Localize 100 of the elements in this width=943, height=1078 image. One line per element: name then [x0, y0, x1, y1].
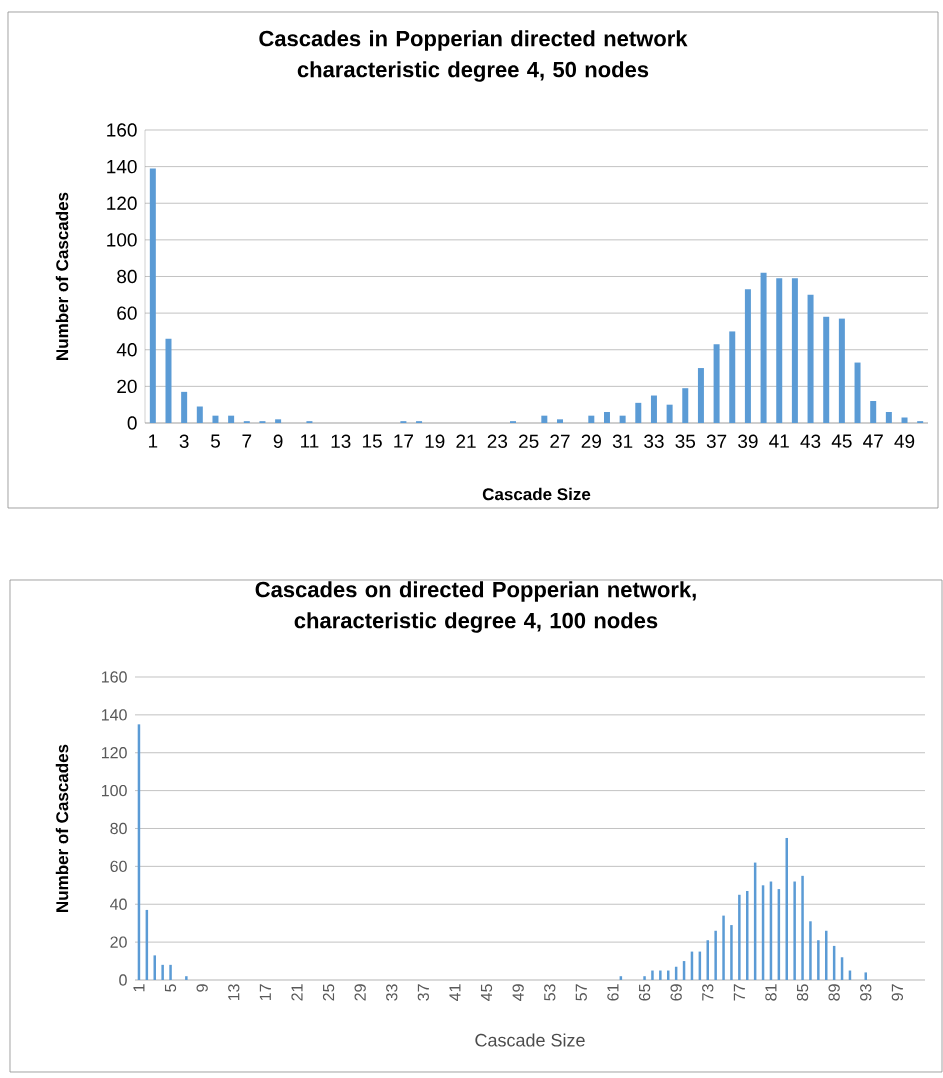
y-tick-label: 140	[107, 159, 137, 174]
bar	[809, 921, 812, 980]
x-tick-label: 33	[386, 984, 398, 1001]
bar	[807, 294, 814, 423]
x-tick-label: 73	[702, 984, 714, 1001]
y-tick-label: 80	[110, 822, 127, 835]
bar	[791, 278, 798, 423]
x-tick-label: 81	[765, 984, 777, 1001]
y-tick-label: 20	[110, 936, 127, 948]
bar	[744, 289, 751, 423]
y-tick-label: 60	[117, 306, 137, 320]
x-tick-label: 11	[301, 434, 319, 448]
x-tick-label: 25	[322, 984, 335, 1001]
x-tick-label: 3	[179, 434, 189, 448]
bar	[650, 395, 657, 423]
bar	[228, 415, 235, 423]
bar	[603, 412, 610, 423]
x-tick-label: 19	[425, 434, 445, 448]
bar	[588, 415, 595, 423]
bar	[823, 316, 830, 423]
x-tick-label: 49	[894, 434, 915, 448]
x-tick-label: 89	[828, 984, 840, 1001]
x-tick-label: 9	[273, 434, 283, 448]
x-tick-label: 15	[362, 434, 382, 448]
x-tick-label: 17	[259, 984, 271, 1001]
x-tick-label: 49	[512, 984, 524, 1001]
y-tick-label: 40	[116, 343, 137, 357]
x-tick-label: 27	[550, 434, 570, 448]
x-tick-label: 77	[733, 984, 745, 1001]
x-tick-label: 33	[644, 434, 664, 448]
bar	[659, 970, 662, 980]
y-tick-label: 80	[117, 269, 137, 284]
bar	[666, 404, 673, 423]
x-tick-label: 13	[228, 984, 240, 1001]
x-tick-label: 23	[487, 434, 508, 448]
bar	[541, 415, 548, 423]
bar	[838, 318, 845, 423]
x-tick-label: 85	[796, 984, 809, 1001]
x-tick-label: 39	[738, 434, 758, 448]
y-tick-label: 60	[110, 860, 127, 873]
x-tick-label: 37	[417, 984, 430, 1001]
bar	[149, 168, 156, 423]
x-tick-label: 9	[196, 984, 208, 992]
x-tick-label: 29	[354, 984, 366, 1001]
y-tick-label: 140	[102, 709, 127, 721]
bar	[885, 412, 892, 423]
bar	[697, 368, 704, 423]
bar	[619, 415, 626, 423]
x-tick-label: 41	[449, 984, 461, 1001]
bar	[667, 970, 670, 980]
x-tick-label: 21	[291, 984, 303, 1001]
y-tick-label: 120	[102, 747, 127, 759]
x-tick-label: 45	[480, 984, 493, 1001]
x-tick-label: 61	[607, 984, 619, 1001]
bar	[817, 940, 820, 980]
y-axis-title: Number of Cascades	[55, 192, 69, 360]
bar	[714, 930, 717, 980]
chart-title: Cascades on directed Popperian network, characteristic degree 4, 100 nodes	[255, 581, 696, 633]
x-tick-label: 69	[670, 984, 682, 1001]
y-tick-label: 160	[107, 123, 137, 137]
bar	[722, 915, 725, 980]
bar	[730, 925, 733, 980]
x-axis-title: Cascade Size	[475, 1033, 585, 1047]
x-tick-label: 41	[769, 434, 789, 448]
bar	[635, 402, 642, 423]
x-tick-label: 97	[891, 984, 904, 1001]
y-tick-label: 0	[127, 416, 137, 430]
x-tick-label: 47	[863, 434, 883, 448]
x-tick-label: 35	[675, 434, 696, 448]
bar	[651, 970, 654, 980]
x-tick-label: 21	[456, 434, 476, 448]
bar	[901, 417, 908, 423]
x-tick-label: 25	[519, 434, 539, 448]
x-tick-label: 7	[242, 434, 252, 448]
x-tick-label: 5	[210, 434, 220, 448]
x-tick-label: 17	[394, 434, 413, 448]
bar	[729, 331, 736, 423]
y-tick-label: 20	[117, 379, 137, 394]
y-tick-label: 0	[119, 974, 127, 986]
y-tick-label: 100	[102, 784, 127, 797]
bar	[746, 890, 749, 980]
x-tick-label: 5	[164, 984, 177, 992]
bar	[854, 362, 861, 423]
chart-title: Cascades in Popperian directed network characteristic degree 4, 50 nodes	[259, 30, 688, 82]
bar	[801, 875, 804, 980]
y-tick-label: 120	[107, 196, 137, 210]
y-tick-label: 100	[107, 233, 137, 247]
bar	[682, 388, 689, 423]
y-tick-label: 40	[110, 898, 127, 910]
bar	[556, 419, 563, 423]
bar	[870, 401, 877, 423]
bar	[169, 964, 172, 980]
x-tick-label: 43	[800, 434, 821, 448]
x-tick-label: 53	[544, 984, 556, 1001]
x-tick-label: 93	[860, 984, 872, 1001]
x-tick-label: 65	[638, 984, 651, 1001]
x-tick-label: 1	[133, 984, 145, 992]
bar	[212, 415, 219, 423]
bar	[793, 881, 796, 980]
bar	[161, 964, 164, 980]
